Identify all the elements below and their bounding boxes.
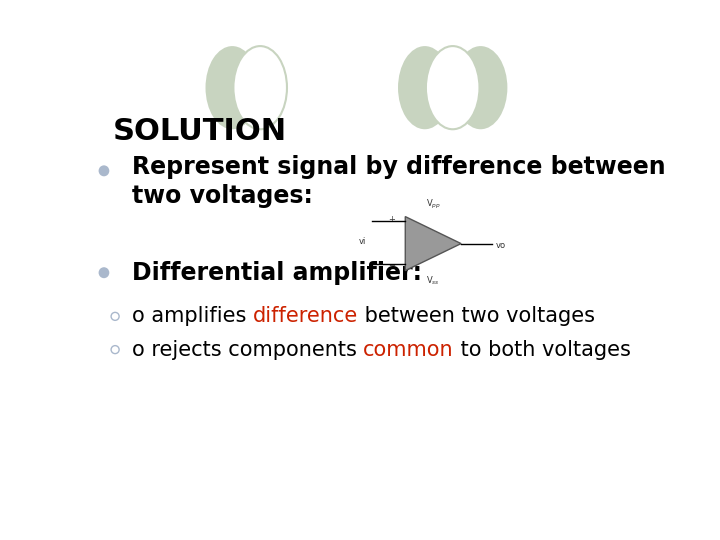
Ellipse shape [398,46,451,129]
Polygon shape [405,217,461,271]
Text: Represent signal by difference between: Represent signal by difference between [132,154,665,179]
Text: V$_{ss}$: V$_{ss}$ [426,274,440,287]
Text: vi: vi [359,238,366,246]
Ellipse shape [233,46,287,129]
Text: between two voltages: between two voltages [358,306,595,326]
Ellipse shape [454,46,508,129]
Ellipse shape [99,165,109,177]
Text: SOLUTION: SOLUTION [112,117,287,146]
Text: difference: difference [253,306,358,326]
Text: +: + [388,215,395,224]
Ellipse shape [99,267,109,278]
Text: two voltages:: two voltages: [132,184,312,208]
Text: o rejects components: o rejects components [132,340,364,360]
Text: common: common [364,340,454,360]
Text: Differential amplifier:: Differential amplifier: [132,261,422,285]
Ellipse shape [426,46,480,129]
Ellipse shape [205,46,259,129]
Text: to both voltages: to both voltages [454,340,631,360]
Text: o amplifies: o amplifies [132,306,253,326]
Text: −: − [388,261,395,269]
Text: vo: vo [496,241,506,250]
Text: V$_{pp}$: V$_{pp}$ [426,198,441,211]
